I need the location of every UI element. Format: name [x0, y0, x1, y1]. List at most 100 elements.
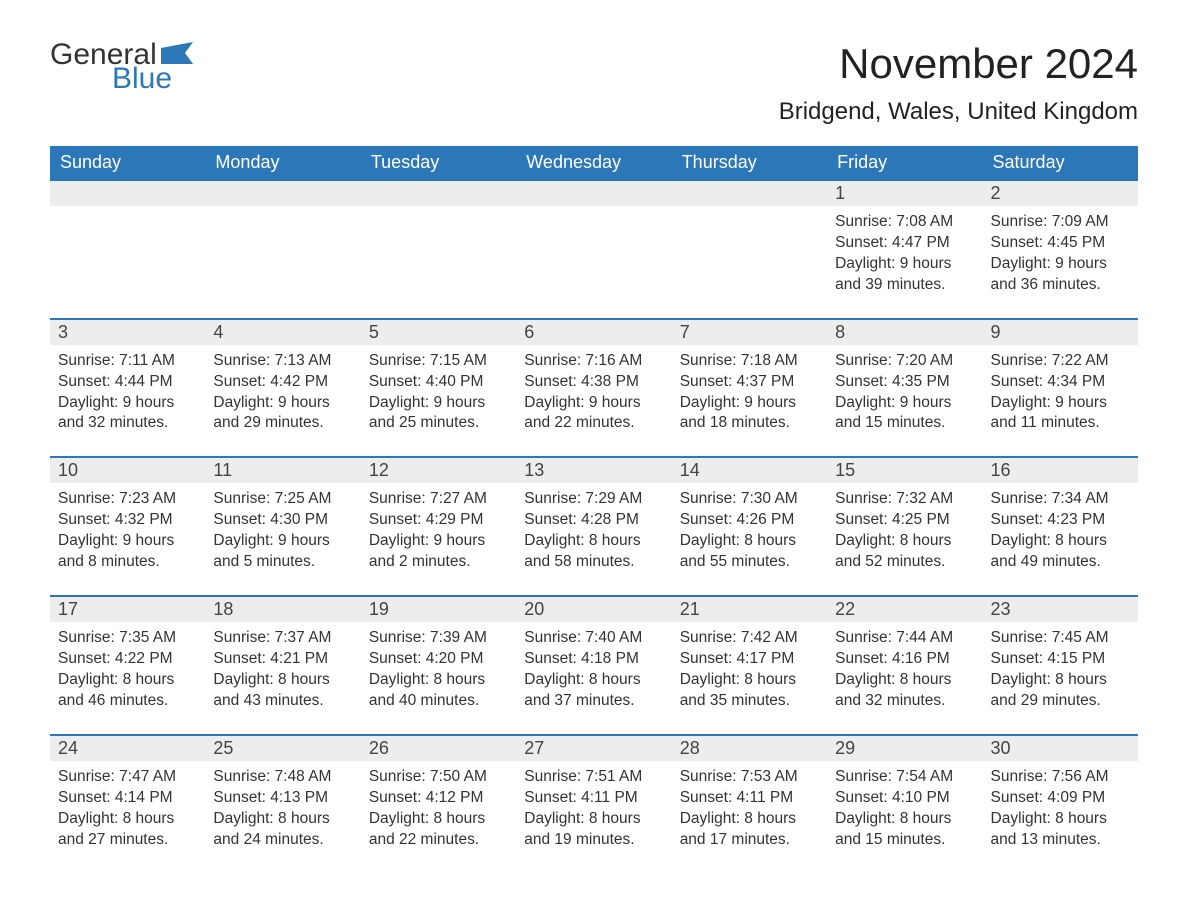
day-details: Sunrise: 7:45 AMSunset: 4:15 PMDaylight:…: [983, 622, 1138, 734]
day-detail-line: Sunrise: 7:42 AM: [680, 628, 819, 649]
day-detail-line: and 43 minutes.: [213, 691, 352, 712]
day-detail-line: Daylight: 9 hours: [213, 531, 352, 552]
day-details: Sunrise: 7:56 AMSunset: 4:09 PMDaylight:…: [983, 761, 1138, 873]
day-detail-line: Sunset: 4:23 PM: [991, 510, 1130, 531]
day-detail-line: and 17 minutes.: [680, 830, 819, 851]
day-detail-line: Sunrise: 7:20 AM: [835, 351, 974, 372]
day-detail-line: and 15 minutes.: [835, 830, 974, 851]
day-detail-line: Sunset: 4:12 PM: [369, 788, 508, 809]
day-detail-line: Daylight: 8 hours: [835, 531, 974, 552]
day-detail-line: Sunrise: 7:16 AM: [524, 351, 663, 372]
day-detail-line: and 37 minutes.: [524, 691, 663, 712]
day-cell: 14Sunrise: 7:30 AMSunset: 4:26 PMDayligh…: [672, 457, 827, 596]
day-detail-line: and 18 minutes.: [680, 413, 819, 434]
day-detail-line: Daylight: 8 hours: [524, 670, 663, 691]
day-number: 4: [205, 320, 360, 345]
day-detail-line: and 25 minutes.: [369, 413, 508, 434]
day-detail-line: Daylight: 9 hours: [524, 393, 663, 414]
day-detail-line: Daylight: 9 hours: [369, 531, 508, 552]
day-detail-line: Daylight: 9 hours: [680, 393, 819, 414]
day-cell: 27Sunrise: 7:51 AMSunset: 4:11 PMDayligh…: [516, 735, 671, 873]
day-detail-line: Sunset: 4:13 PM: [213, 788, 352, 809]
day-detail-line: and 55 minutes.: [680, 552, 819, 573]
day-details: Sunrise: 7:53 AMSunset: 4:11 PMDaylight:…: [672, 761, 827, 873]
day-detail-line: Sunset: 4:29 PM: [369, 510, 508, 531]
header: General Blue November 2024 Bridgend, Wal…: [50, 40, 1138, 126]
day-details: Sunrise: 7:29 AMSunset: 4:28 PMDaylight:…: [516, 483, 671, 595]
day-details: Sunrise: 7:48 AMSunset: 4:13 PMDaylight:…: [205, 761, 360, 873]
day-detail-line: Sunrise: 7:18 AM: [680, 351, 819, 372]
day-number: 23: [983, 597, 1138, 622]
day-detail-line: and 39 minutes.: [835, 275, 974, 296]
day-detail-line: Daylight: 8 hours: [835, 670, 974, 691]
day-number: 1: [827, 181, 982, 206]
day-number: 15: [827, 458, 982, 483]
column-header: Sunday: [50, 146, 205, 180]
day-details: Sunrise: 7:18 AMSunset: 4:37 PMDaylight:…: [672, 345, 827, 457]
day-detail-line: Sunrise: 7:08 AM: [835, 212, 974, 233]
day-details: Sunrise: 7:11 AMSunset: 4:44 PMDaylight:…: [50, 345, 205, 457]
day-detail-line: Daylight: 9 hours: [835, 393, 974, 414]
day-detail-line: Sunset: 4:37 PM: [680, 372, 819, 393]
day-cell: [50, 180, 205, 319]
day-cell: [361, 180, 516, 319]
day-cell: 16Sunrise: 7:34 AMSunset: 4:23 PMDayligh…: [983, 457, 1138, 596]
day-detail-line: Sunset: 4:47 PM: [835, 233, 974, 254]
day-details: Sunrise: 7:54 AMSunset: 4:10 PMDaylight:…: [827, 761, 982, 873]
day-detail-line: Sunrise: 7:39 AM: [369, 628, 508, 649]
day-number: 7: [672, 320, 827, 345]
day-detail-line: Sunrise: 7:50 AM: [369, 767, 508, 788]
day-detail-line: and 58 minutes.: [524, 552, 663, 573]
calendar-table: SundayMondayTuesdayWednesdayThursdayFrid…: [50, 146, 1138, 872]
day-detail-line: Sunset: 4:26 PM: [680, 510, 819, 531]
day-cell: 26 Sunrise: 7:50 AMSunset: 4:12 PMDayligh…: [361, 735, 516, 873]
day-detail-line: and 29 minutes.: [991, 691, 1130, 712]
day-detail-line: Sunset: 4:09 PM: [991, 788, 1130, 809]
day-number: 6: [516, 320, 671, 345]
day-detail-line: Sunset: 4:30 PM: [213, 510, 352, 531]
day-details: Sunrise: 7:23 AMSunset: 4:32 PMDaylight:…: [50, 483, 205, 595]
day-details: Sunrise: 7:27 AMSunset: 4:29 PMDaylight:…: [361, 483, 516, 595]
day-number: 16: [983, 458, 1138, 483]
day-detail-line: Daylight: 9 hours: [369, 393, 508, 414]
day-number: 21: [672, 597, 827, 622]
day-detail-line: Daylight: 8 hours: [58, 670, 197, 691]
day-detail-line: Daylight: 8 hours: [213, 670, 352, 691]
day-number: 26: [361, 736, 516, 761]
day-cell: 18Sunrise: 7:37 AMSunset: 4:21 PMDayligh…: [205, 596, 360, 735]
day-detail-line: Sunrise: 7:25 AM: [213, 489, 352, 510]
day-detail-line: Daylight: 9 hours: [991, 254, 1130, 275]
day-detail-line: and 52 minutes.: [835, 552, 974, 573]
day-detail-line: Daylight: 8 hours: [991, 670, 1130, 691]
week-row: 1 Sunrise: 7:08 AMSunset: 4:47 PM Daylight…: [50, 180, 1138, 319]
day-detail-line: Daylight: 8 hours: [58, 809, 197, 830]
day-details: Sunrise: 7:20 AMSunset: 4:35 PMDaylight:…: [827, 345, 982, 457]
day-detail-line: Sunrise: 7:22 AM: [991, 351, 1130, 372]
day-detail-line: and 24 minutes.: [213, 830, 352, 851]
day-cell: 11Sunrise: 7:25 AMSunset: 4:30 PMDayligh…: [205, 457, 360, 596]
column-header: Saturday: [983, 146, 1138, 180]
week-row: 24Sunrise: 7:47 AMSunset: 4:14 PMDayligh…: [50, 735, 1138, 873]
day-detail-line: Daylight: 8 hours: [524, 809, 663, 830]
day-number: 25: [205, 736, 360, 761]
day-detail-line: Sunset: 4:22 PM: [58, 649, 197, 670]
day-detail-line: Sunrise: 7:15 AM: [369, 351, 508, 372]
day-cell: 9Sunrise: 7:22 AMSunset: 4:34 PMDaylight…: [983, 319, 1138, 458]
day-detail-line: Sunset: 4:42 PM: [213, 372, 352, 393]
day-number: 12: [361, 458, 516, 483]
day-detail-line: and 36 minutes.: [991, 275, 1130, 296]
day-cell: 12Sunrise: 7:27 AMSunset: 4:29 PMDayligh…: [361, 457, 516, 596]
day-details: Sunrise: 7:40 AMSunset: 4:18 PMDaylight:…: [516, 622, 671, 734]
day-number: 18: [205, 597, 360, 622]
day-cell: 20Sunrise: 7:40 AMSunset: 4:18 PMDayligh…: [516, 596, 671, 735]
day-detail-line: and 13 minutes.: [991, 830, 1130, 851]
day-detail-line: Daylight: 8 hours: [680, 670, 819, 691]
day-detail-line: Daylight: 9 hours: [58, 531, 197, 552]
day-detail-line: Daylight: 8 hours: [991, 531, 1130, 552]
day-detail-line: Daylight: 9 hours: [213, 393, 352, 414]
day-cell: 2Sunrise: 7:09 AMSunset: 4:45 PMDaylight…: [983, 180, 1138, 319]
day-details: Sunrise: 7:25 AMSunset: 4:30 PMDaylight:…: [205, 483, 360, 595]
day-detail-line: Daylight: 8 hours: [369, 809, 508, 830]
day-number: 20: [516, 597, 671, 622]
day-details: Sunrise: 7:35 AMSunset: 4:22 PMDaylight:…: [50, 622, 205, 734]
